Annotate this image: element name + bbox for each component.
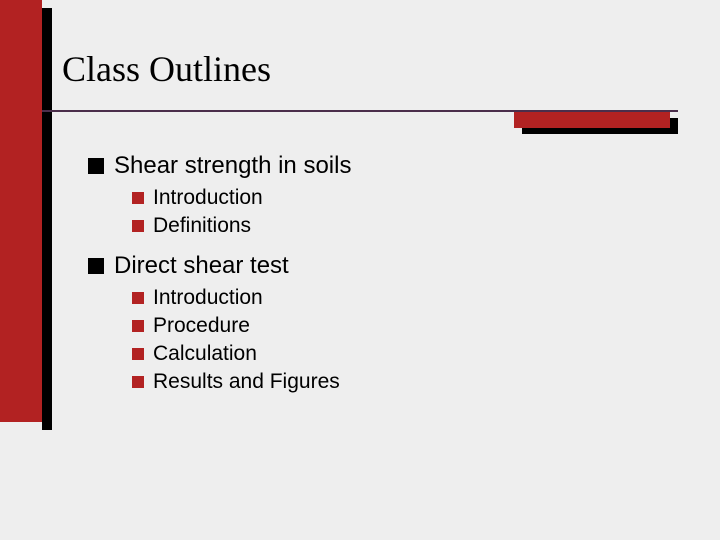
square-bullet-icon (132, 376, 144, 388)
square-bullet-icon (88, 158, 104, 174)
outline-level2-label: Introduction (153, 286, 263, 310)
outline-level1-label: Direct shear test (114, 252, 289, 280)
outline-level1-item: Direct shear test (88, 252, 351, 280)
outline-level1-item: Shear strength in soils (88, 152, 351, 180)
outline-level2-label: Results and Figures (153, 370, 340, 394)
outline-level2-label: Procedure (153, 314, 250, 338)
outline-level2-item: Procedure (132, 314, 351, 338)
outline-level2-list: Introduction Definitions (132, 186, 351, 238)
outline-level1-label: Shear strength in soils (114, 152, 351, 180)
square-bullet-icon (88, 258, 104, 274)
outline-level2-item: Calculation (132, 342, 351, 366)
outline-level2-item: Results and Figures (132, 370, 351, 394)
square-bullet-icon (132, 348, 144, 360)
outline-level2-label: Introduction (153, 186, 263, 210)
square-bullet-icon (132, 320, 144, 332)
square-bullet-icon (132, 292, 144, 304)
slide-title: Class Outlines (62, 48, 271, 90)
outline-level2-item: Definitions (132, 214, 351, 238)
outline-level2-label: Calculation (153, 342, 257, 366)
sidebar-red-bar (0, 0, 42, 422)
outline-level2-list: Introduction Procedure Calculation Resul… (132, 286, 351, 394)
outline-content: Shear strength in soils Introduction Def… (88, 152, 351, 408)
square-bullet-icon (132, 220, 144, 232)
outline-level2-item: Introduction (132, 186, 351, 210)
outline-level2-item: Introduction (132, 286, 351, 310)
sidebar-shadow (42, 8, 52, 430)
square-bullet-icon (132, 192, 144, 204)
outline-level2-label: Definitions (153, 214, 251, 238)
accent-bar (514, 112, 670, 128)
